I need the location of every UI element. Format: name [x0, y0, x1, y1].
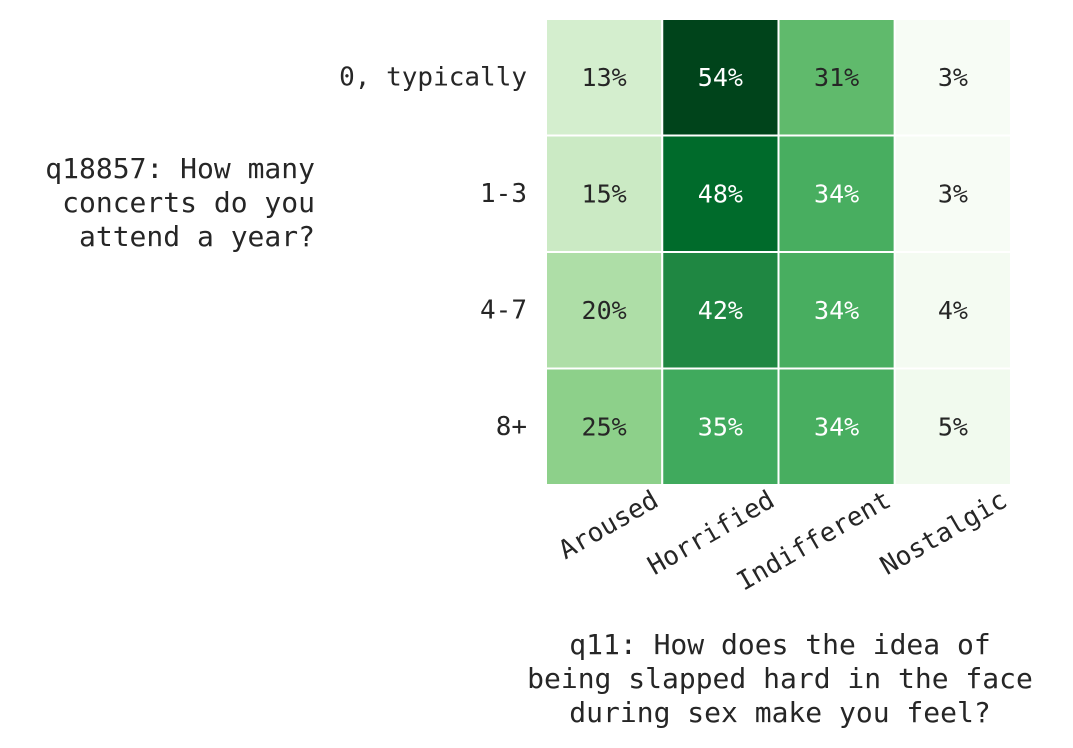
x-tick-label: Nostalgic	[875, 485, 1012, 581]
y-axis-title: q18857: How many concerts do you attend …	[45, 152, 315, 253]
x-axis-title: q11: How does the idea of being slapped …	[527, 628, 1033, 729]
heatmap-cell	[661, 251, 780, 370]
heatmap-cell	[661, 134, 780, 253]
cell-label: 15%	[582, 179, 627, 208]
y-tick-label: 1-3	[480, 179, 527, 209]
heatmap-cell	[893, 367, 1012, 486]
cell-label: 4%	[938, 296, 968, 325]
cell-label: 31%	[814, 63, 859, 92]
cell-label: 34%	[814, 179, 859, 208]
cell-label: 5%	[938, 412, 968, 441]
heatmap-cell	[661, 18, 780, 137]
cell-label: 3%	[938, 179, 968, 208]
cell-label: 20%	[582, 296, 627, 325]
cell-label: 3%	[938, 63, 968, 92]
heatmap-cell	[777, 367, 896, 486]
cell-label: 42%	[698, 296, 743, 325]
y-tick-label: 4-7	[480, 295, 527, 325]
cell-label: 34%	[814, 296, 859, 325]
heatmap-cell	[893, 251, 1012, 370]
y-tick-label: 8+	[496, 412, 527, 442]
y-tick-label: 0, typically	[339, 62, 527, 92]
cell-label: 13%	[582, 63, 627, 92]
heatmap-cell	[893, 134, 1012, 253]
cell-label: 54%	[698, 63, 743, 92]
cell-label: 48%	[698, 179, 743, 208]
cell-label: 35%	[698, 412, 743, 441]
cell-label: 25%	[582, 412, 627, 441]
heatmap-cell	[545, 18, 664, 137]
heatmap-cell	[661, 367, 780, 486]
cell-label: 34%	[814, 412, 859, 441]
